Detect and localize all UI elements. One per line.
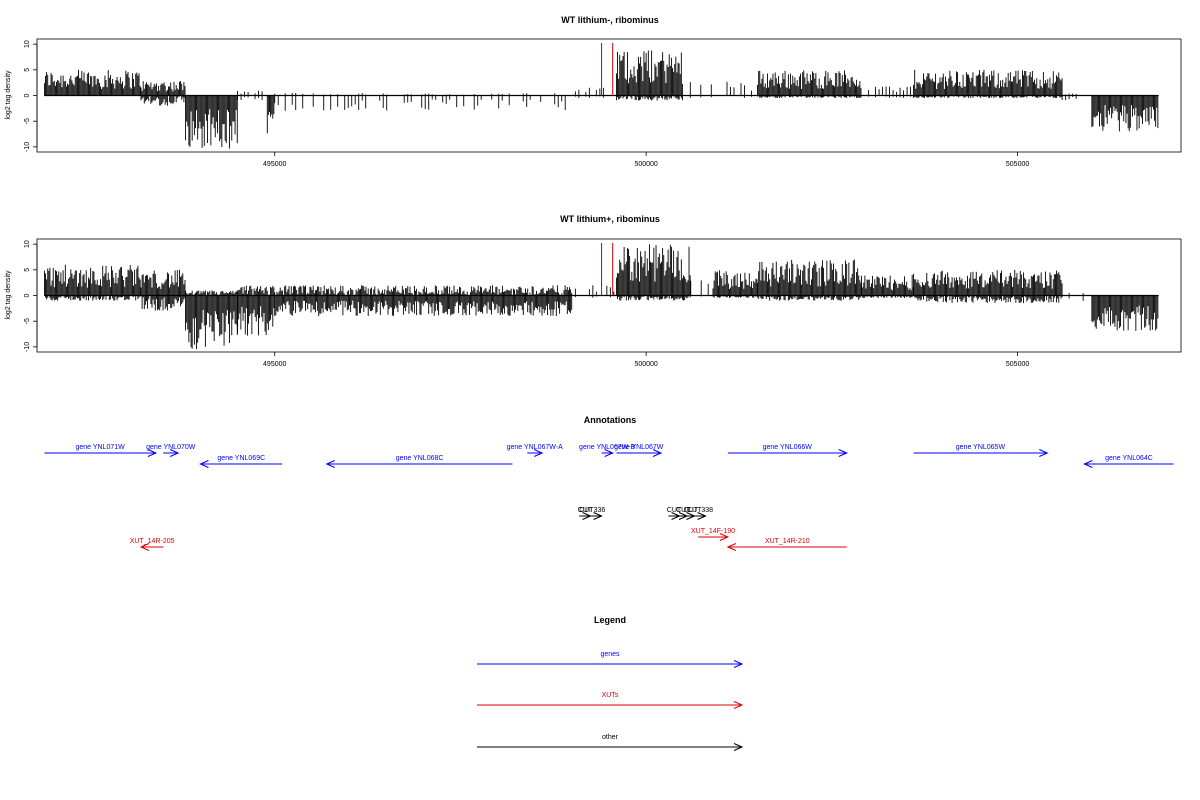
feature-arrow: XUT_14R-205 xyxy=(130,538,175,551)
panel-title: WT lithium+, ribominus xyxy=(560,214,660,224)
feature-arrow: CUT336 xyxy=(579,507,605,520)
y-axis-label: log2 tag density xyxy=(5,70,12,120)
feature-arrow: XUT_14F-190 xyxy=(691,528,735,541)
feature-arrow: gene YNL070W xyxy=(146,444,196,457)
x-tick-label: 505000 xyxy=(1006,161,1029,168)
feature-label: gene YNL070W xyxy=(146,444,196,451)
feature-arrows: gene YNL071W gene YNL070W gene YNL069C gene… xyxy=(44,444,1174,551)
marker-lines xyxy=(601,43,614,96)
x-tick-label: 500000 xyxy=(634,361,657,368)
y-tick-label: 5 xyxy=(24,268,31,272)
feature-arrow: gene YNL068C xyxy=(325,455,513,468)
annotations-track: Annotations gene YNL071W gene YNL070Wgene… xyxy=(44,415,1174,551)
x-axis: 495000 500000 505000 xyxy=(263,352,1029,368)
x-axis: 495000 500000 505000 xyxy=(263,152,1029,168)
feature-label: CUT xyxy=(667,507,682,514)
feature-arrow: gene YNL071W xyxy=(44,444,158,457)
legend-item: other xyxy=(477,734,744,751)
legend-item-label: genes xyxy=(600,651,620,658)
y-tick-label: 0 xyxy=(24,293,31,297)
panel-title: WT lithium-, ribominus xyxy=(561,15,659,25)
y-tick-label: 10 xyxy=(24,40,31,48)
feature-label: CUT336 xyxy=(579,507,605,514)
legend: Legend genes XUTs other xyxy=(477,615,744,751)
density-bars xyxy=(43,244,1159,350)
feature-arrow: gene YNL067W xyxy=(614,444,664,457)
feature-label: CUT xyxy=(578,507,593,514)
y-axis: -10 -5 0 5 10 xyxy=(24,40,38,152)
feature-label: gene YNL068C xyxy=(396,455,444,462)
y-axis-label: log2 tag density xyxy=(5,270,12,320)
feature-label: gene YNL067W-A xyxy=(507,444,563,451)
feature-label: gene YNL067W-B xyxy=(579,444,635,451)
y-tick-label: -10 xyxy=(24,142,31,152)
y-tick-label: 10 xyxy=(24,240,31,248)
density-panel-lithium-plus: WT lithium+, ribominus log2 tag density … xyxy=(5,214,1182,368)
x-tick-label: 500000 xyxy=(634,161,657,168)
feature-label: gene YNL069C xyxy=(217,455,265,462)
legend-item: XUTs xyxy=(477,692,744,709)
y-tick-label: -10 xyxy=(24,342,31,352)
feature-label: XUT_14R-210 xyxy=(765,538,810,545)
feature-label: CUT xyxy=(684,507,699,514)
legend-item-label: XUTs xyxy=(602,692,619,699)
legend-item-label: other xyxy=(602,734,619,741)
y-tick-label: 5 xyxy=(24,68,31,72)
feature-label: gene YNL065W xyxy=(956,444,1006,451)
marker-lines xyxy=(601,243,614,296)
y-tick-label: -5 xyxy=(24,318,31,324)
feature-label: CUT338 xyxy=(687,507,713,514)
x-tick-label: 495000 xyxy=(263,361,286,368)
y-axis: -10 -5 0 5 10 xyxy=(24,240,38,352)
density-panel-lithium-minus: WT lithium-, ribominus log2 tag density … xyxy=(5,15,1182,168)
feature-label: CUT xyxy=(676,507,691,514)
feature-arrow: XUT_14R-210 xyxy=(726,538,847,551)
feature-label: gene YNL066W xyxy=(763,444,813,451)
y-tick-label: 0 xyxy=(24,93,31,97)
feature-label: XUT_14F-190 xyxy=(691,528,735,535)
feature-arrow: CUT338 xyxy=(687,507,713,520)
feature-arrow: gene YNL066W xyxy=(727,444,848,457)
y-tick-label: -5 xyxy=(24,118,31,124)
density-bars xyxy=(43,50,1159,149)
feature-arrow: gene YNL065W xyxy=(913,444,1049,457)
feature-arrow: gene YNL069C xyxy=(199,455,283,468)
legend-item: genes xyxy=(477,651,744,668)
x-tick-label: 495000 xyxy=(263,161,286,168)
feature-label: gene YNL071W xyxy=(75,444,125,451)
legend-title: Legend xyxy=(594,615,626,625)
feature-label: gene YNL064C xyxy=(1105,455,1153,462)
feature-label: XUT_14R-205 xyxy=(130,538,175,545)
feature-label: gene YNL067W xyxy=(614,444,664,451)
legend-items: genes XUTs other xyxy=(477,651,744,751)
x-tick-label: 505000 xyxy=(1006,361,1029,368)
feature-arrow: gene YNL067W-A xyxy=(507,444,563,457)
feature-arrow: gene YNL067W-B xyxy=(579,444,636,457)
annotations-title: Annotations xyxy=(584,415,637,425)
feature-arrow: gene YNL064C xyxy=(1083,455,1174,468)
